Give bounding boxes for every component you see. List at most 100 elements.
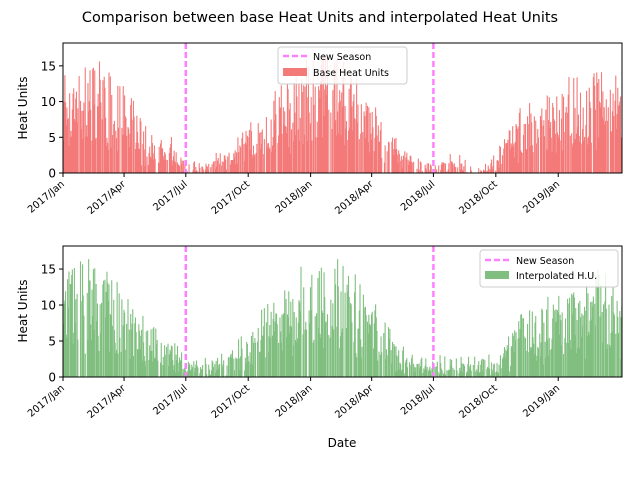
top-legend: New Season Base Heat Units xyxy=(278,47,407,84)
bar xyxy=(406,153,407,173)
y-tick-label: 10 xyxy=(41,95,56,109)
bar xyxy=(147,330,148,377)
bar xyxy=(119,338,120,377)
bar xyxy=(141,165,142,173)
bar xyxy=(197,368,198,377)
bar xyxy=(199,168,200,173)
bar xyxy=(584,137,585,173)
y-tick-label: 0 xyxy=(48,167,56,181)
bar xyxy=(81,301,82,377)
bar xyxy=(435,367,436,377)
bar xyxy=(598,274,599,377)
bar xyxy=(306,330,307,377)
bar xyxy=(343,266,344,377)
bar xyxy=(303,287,304,377)
bar xyxy=(327,314,328,377)
bar xyxy=(416,169,417,173)
bar xyxy=(364,308,365,377)
bottom-y-axis-label: Heat Units xyxy=(16,280,30,343)
bar xyxy=(254,154,255,173)
bar xyxy=(165,160,166,173)
bar xyxy=(478,168,479,173)
bar xyxy=(515,332,516,377)
bar xyxy=(413,162,414,173)
bar xyxy=(436,169,437,173)
bar xyxy=(543,323,544,377)
bar xyxy=(103,281,104,377)
bar xyxy=(376,136,377,173)
bar xyxy=(222,161,223,173)
bar xyxy=(309,113,310,173)
bar xyxy=(311,275,312,377)
bar xyxy=(264,139,265,173)
bar xyxy=(96,138,97,173)
bar xyxy=(119,86,120,173)
bar xyxy=(541,108,542,173)
bar xyxy=(392,342,393,377)
y-tick-label: 15 xyxy=(41,59,56,73)
bar xyxy=(300,118,301,173)
bar xyxy=(112,135,113,173)
bar xyxy=(179,166,180,173)
bar xyxy=(409,362,410,377)
bar xyxy=(387,151,388,173)
bar xyxy=(101,303,102,377)
bar xyxy=(83,103,84,173)
bar xyxy=(356,357,357,377)
bar xyxy=(362,132,363,173)
bar xyxy=(241,349,242,377)
bar xyxy=(213,162,214,173)
bar xyxy=(389,143,390,173)
bar xyxy=(362,347,363,377)
bar xyxy=(580,93,581,173)
bar xyxy=(326,322,327,378)
bar xyxy=(532,152,533,173)
bar xyxy=(77,108,78,173)
bar xyxy=(100,102,101,173)
bar xyxy=(522,153,523,173)
bar xyxy=(538,348,539,377)
bar xyxy=(385,145,386,173)
bar xyxy=(349,297,350,377)
bottom-legend: New Season Interpolated H.U. xyxy=(480,250,618,287)
bar xyxy=(313,340,314,377)
bar xyxy=(311,141,312,174)
bar xyxy=(220,153,221,173)
bar xyxy=(381,352,382,377)
bottom-legend-season-label: New Season xyxy=(516,256,574,267)
bar xyxy=(85,354,86,377)
bar xyxy=(463,166,464,173)
bar xyxy=(121,299,122,377)
bar xyxy=(157,361,158,377)
bar xyxy=(596,275,597,377)
bar xyxy=(570,136,571,173)
bar xyxy=(399,154,400,173)
bar xyxy=(264,308,265,377)
bar xyxy=(248,361,249,377)
bar xyxy=(79,76,80,173)
top-legend-base-label: Base Heat Units xyxy=(313,68,389,79)
bar xyxy=(377,361,378,377)
bar xyxy=(255,343,256,377)
bar xyxy=(332,90,333,173)
top-legend-base-swatch xyxy=(283,68,307,76)
bar xyxy=(269,149,270,173)
bar xyxy=(203,169,204,173)
bar xyxy=(118,128,119,173)
bar xyxy=(387,355,388,377)
bar xyxy=(277,324,278,377)
bar xyxy=(229,357,230,377)
bar xyxy=(404,151,405,173)
bar xyxy=(607,344,608,377)
bar xyxy=(146,157,147,173)
bar xyxy=(614,315,615,377)
bar xyxy=(75,299,76,377)
bar xyxy=(192,367,193,377)
bar xyxy=(258,328,259,377)
bar xyxy=(330,300,331,377)
bar xyxy=(566,343,567,377)
bar xyxy=(328,335,329,377)
bar xyxy=(566,107,567,173)
bar xyxy=(448,163,449,173)
bar xyxy=(266,322,267,377)
